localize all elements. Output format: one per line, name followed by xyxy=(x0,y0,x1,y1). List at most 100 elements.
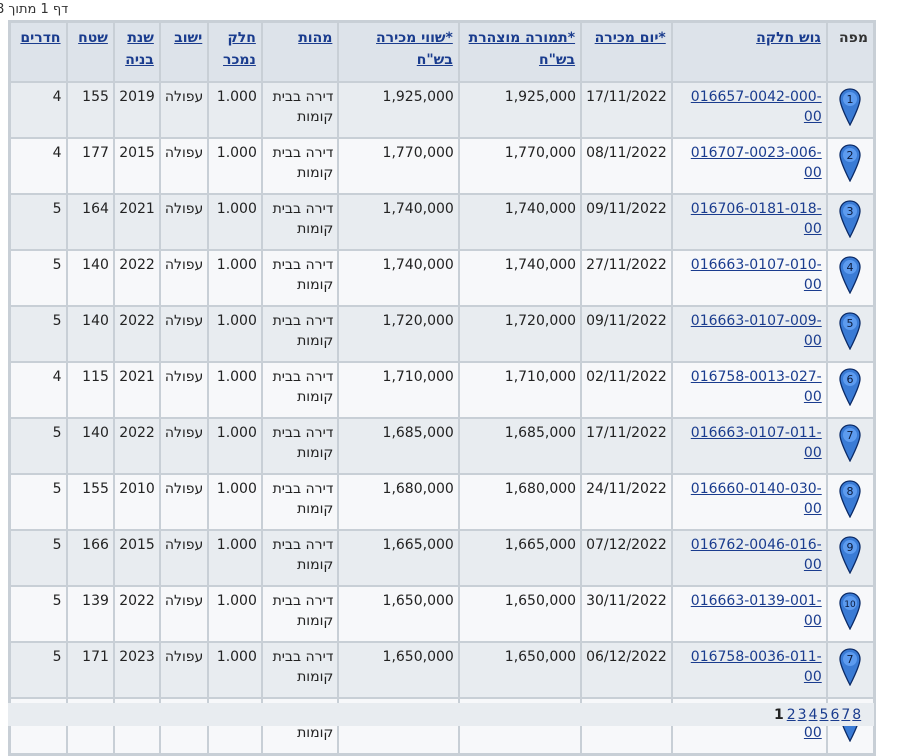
header-rooms[interactable]: חדרים xyxy=(11,23,66,81)
parcel-cell[interactable]: 016758-0013-027-00 xyxy=(672,363,826,417)
parcel-cell[interactable]: 016660-0140-030-00 xyxy=(672,475,826,529)
parcel-cell[interactable]: 016706-0181-018-00 xyxy=(672,195,826,249)
sale-date-cell: 17/11/2022 xyxy=(582,83,671,137)
parcel-link[interactable]: 016707-0023-006-00 xyxy=(690,145,822,181)
parcel-cell[interactable]: 016663-0107-009-00 xyxy=(672,307,826,361)
map-cell[interactable]: 10 xyxy=(827,587,873,641)
parcel-link[interactable]: 016758-0036-011-00 xyxy=(690,649,822,685)
map-cell[interactable]: 7 xyxy=(827,419,873,473)
sort-value-link[interactable]: *שווי מכירה בש"ח xyxy=(376,30,453,68)
header-sale-date[interactable]: *יום מכירה xyxy=(582,23,671,81)
sort-city-link[interactable]: ישוב xyxy=(174,30,203,46)
parcel-cell[interactable]: 016657-0042-000-00 xyxy=(672,83,826,137)
sale-date-cell: 24/11/2022 xyxy=(582,475,671,529)
year-cell: 2019 xyxy=(114,83,159,137)
rooms-cell: 5 xyxy=(11,419,66,473)
map-cell[interactable]: 8 xyxy=(827,475,873,529)
map-cell[interactable]: 3 xyxy=(827,195,873,249)
sort-part-link[interactable]: חלק נמכר xyxy=(223,30,256,68)
pager-page-link[interactable]: 5 xyxy=(819,707,829,723)
header-parcel[interactable]: גוש חלקה xyxy=(672,23,826,81)
parcel-link[interactable]: 016663-0139-001-00 xyxy=(690,593,822,629)
parcel-link[interactable]: 016663-0107-011-00 xyxy=(690,425,822,461)
map-cell[interactable]: 7 xyxy=(827,643,873,697)
map-pin-icon[interactable]: 7 xyxy=(839,424,862,462)
header-year[interactable]: שנת בניה xyxy=(114,23,159,81)
rooms-cell: 5 xyxy=(11,643,66,697)
value-cell: 1,740,000 xyxy=(339,195,458,249)
year-cell: 2022 xyxy=(114,307,159,361)
parcel-cell[interactable]: 016663-0139-001-00 xyxy=(672,587,826,641)
sort-rooms-link[interactable]: חדרים xyxy=(20,30,61,46)
type-cell: דירה בבית קומות xyxy=(262,363,338,417)
parcel-cell[interactable]: 016758-0036-011-00 xyxy=(672,643,826,697)
map-cell[interactable]: 2 xyxy=(827,139,873,193)
pager-page-link[interactable]: 2 xyxy=(786,707,796,723)
rooms-cell: 4 xyxy=(11,139,66,193)
parcel-link[interactable]: 016758-0013-027-00 xyxy=(690,369,822,405)
parcel-link[interactable]: 016762-0046-016-00 xyxy=(690,537,822,573)
part-cell: 1.000 xyxy=(209,587,261,641)
sort-sale-date-link[interactable]: *יום מכירה xyxy=(594,30,666,46)
parcel-link[interactable]: 016663-0107-010-00 xyxy=(690,257,822,293)
map-cell[interactable]: 1 xyxy=(827,83,873,137)
value-cell: 1,650,000 xyxy=(339,643,458,697)
type-cell: דירה בבית קומות xyxy=(262,587,338,641)
sort-parcel-link[interactable]: גוש חלקה xyxy=(756,30,821,46)
year-cell: 2022 xyxy=(114,251,159,305)
table-row: 10 016663-0139-001-00 30/11/2022 1,650,000 1… xyxy=(11,587,873,641)
value-cell: 1,685,000 xyxy=(339,419,458,473)
table-row: 4 016663-0107-010-00 27/11/2022 1,740,000 1,… xyxy=(11,251,873,305)
map-pin-icon[interactable]: 10 xyxy=(839,592,862,630)
type-cell: דירה בבית קומות xyxy=(262,307,338,361)
parcel-link[interactable]: 016660-0140-030-00 xyxy=(690,481,822,517)
header-value[interactable]: *שווי מכירה בש"ח xyxy=(339,23,458,81)
pager-page-link[interactable]: 8 xyxy=(852,707,862,723)
parcel-cell[interactable]: 016762-0046-016-00 xyxy=(672,531,826,585)
type-cell: דירה בבית קומות xyxy=(262,139,338,193)
sort-year-link[interactable]: שנת בניה xyxy=(125,30,154,68)
map-cell[interactable]: 5 xyxy=(827,307,873,361)
part-cell: 1.000 xyxy=(209,419,261,473)
pager-page-link[interactable]: 6 xyxy=(830,707,840,723)
parcel-link[interactable]: 016663-0107-009-00 xyxy=(690,313,822,349)
sort-area-link[interactable]: שטח xyxy=(78,30,108,46)
table-row: 9 016762-0046-016-00 07/12/2022 1,665,000 1,… xyxy=(11,531,873,585)
parcel-cell[interactable]: 016663-0107-011-00 xyxy=(672,419,826,473)
map-cell[interactable]: 6 xyxy=(827,363,873,417)
map-cell[interactable]: 9 xyxy=(827,531,873,585)
map-pin-icon[interactable]: 9 xyxy=(839,536,862,574)
pager-page-link[interactable]: 4 xyxy=(808,707,818,723)
map-pin-icon[interactable]: 6 xyxy=(839,368,862,406)
sort-declared-link[interactable]: *תמורה מוצהרת בש"ח xyxy=(468,30,576,68)
area-cell: 139 xyxy=(67,587,113,641)
map-cell[interactable]: 4 xyxy=(827,251,873,305)
value-cell: 1,720,000 xyxy=(339,307,458,361)
pager-page-link[interactable]: 7 xyxy=(841,707,851,723)
header-part[interactable]: חלק נמכר xyxy=(209,23,261,81)
parcel-cell[interactable]: 016707-0023-006-00 xyxy=(672,139,826,193)
declared-cell: 1,720,000 xyxy=(459,307,581,361)
header-type[interactable]: מהות xyxy=(262,23,338,81)
map-pin-icon[interactable]: 3 xyxy=(839,200,862,238)
map-pin-number: 1 xyxy=(847,93,854,106)
header-city[interactable]: ישוב xyxy=(160,23,208,81)
header-area[interactable]: שטח xyxy=(67,23,113,81)
map-pin-number: 4 xyxy=(847,261,854,274)
pager-page-link[interactable]: 3 xyxy=(797,707,807,723)
sale-date-cell: 09/11/2022 xyxy=(582,195,671,249)
part-cell: 1.000 xyxy=(209,83,261,137)
map-pin-icon[interactable]: 8 xyxy=(839,480,862,518)
parcel-link[interactable]: 016706-0181-018-00 xyxy=(690,201,822,237)
map-pin-icon[interactable]: 1 xyxy=(839,88,862,126)
map-pin-icon[interactable]: 2 xyxy=(839,144,862,182)
map-pin-icon[interactable]: 7 xyxy=(839,648,862,686)
header-declared[interactable]: *תמורה מוצהרת בש"ח xyxy=(459,23,581,81)
declared-cell: 1,650,000 xyxy=(459,587,581,641)
map-pin-icon[interactable]: 4 xyxy=(839,256,862,294)
sort-type-link[interactable]: מהות xyxy=(298,30,333,46)
parcel-cell[interactable]: 016663-0107-010-00 xyxy=(672,251,826,305)
table-body: 1 016657-0042-000-00 17/11/2022 1,925,000 1,… xyxy=(11,83,873,753)
parcel-link[interactable]: 016657-0042-000-00 xyxy=(690,89,822,125)
map-pin-icon[interactable]: 5 xyxy=(839,312,862,350)
